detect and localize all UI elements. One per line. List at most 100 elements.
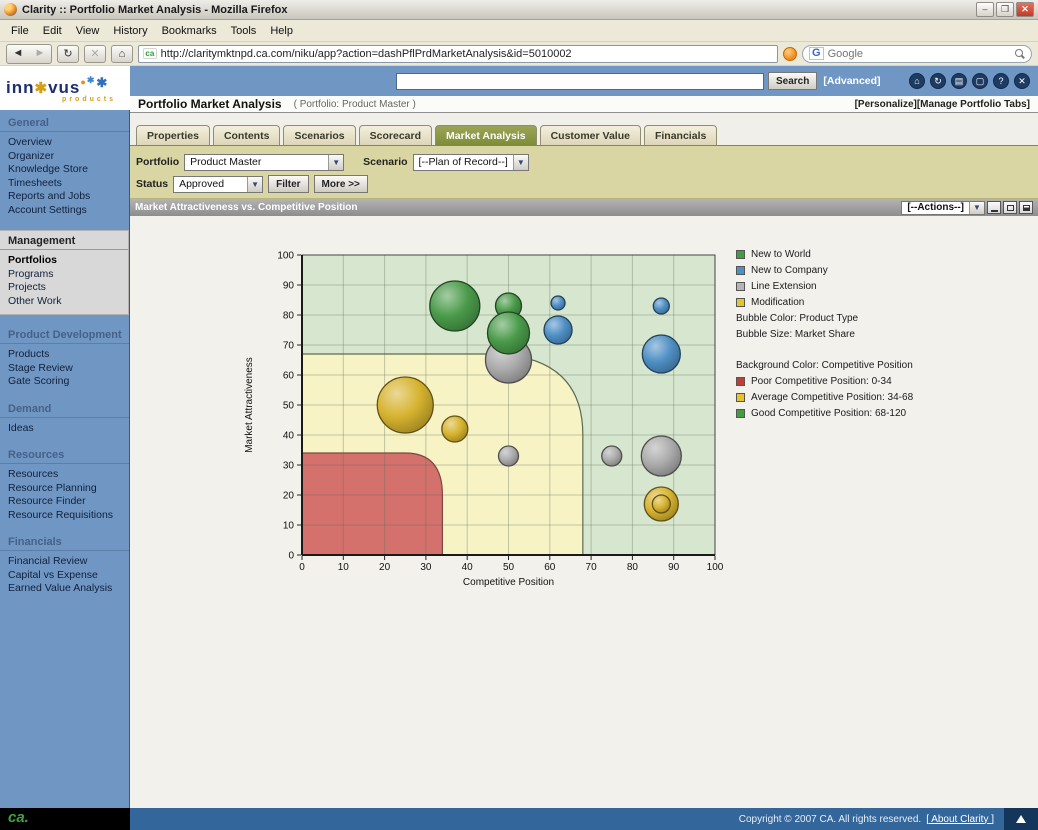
sidebar-item-portfolios[interactable]: Portfolios	[8, 254, 57, 266]
home-icon[interactable]: ⌂	[909, 73, 925, 89]
bubble-modification[interactable]	[651, 494, 671, 514]
bubble-line-extension[interactable]	[497, 445, 520, 467]
panel-minimize-button[interactable]	[987, 201, 1001, 214]
personalize-link[interactable]: [Personalize]	[854, 98, 917, 110]
sidebar-item-financial-review[interactable]: Financial Review	[8, 555, 88, 567]
search-input[interactable]	[396, 72, 764, 90]
menu-file[interactable]: File	[11, 24, 29, 37]
search-magnifier-icon[interactable]	[1015, 48, 1025, 59]
tab-scorecard[interactable]: Scorecard	[358, 125, 433, 145]
bubble-new-to-company[interactable]	[550, 295, 566, 311]
tab-customer-value[interactable]: Customer Value	[539, 125, 641, 145]
scenario-select[interactable]: [--Plan of Record--] ▼	[412, 153, 529, 171]
forward-button[interactable]: ►	[34, 46, 46, 59]
portfolio-filter-label: Portfolio	[136, 156, 180, 168]
sidebar-item-capital-vs-expense[interactable]: Capital vs Expense	[8, 568, 98, 581]
advanced-search-link[interactable]: [Advanced]	[823, 75, 881, 87]
legend-item: New to World	[736, 246, 1036, 262]
go-icon[interactable]	[783, 46, 797, 61]
document-icon[interactable]: ▤	[951, 73, 967, 89]
sidebar-item-organizer[interactable]: Organizer	[8, 149, 55, 162]
nav-toolbar: ◄ ► ↻ ✕ ⌂ ca G	[0, 42, 1038, 66]
orange-dot-icon: ●	[80, 77, 87, 87]
sidebar-item-resource-requisitions[interactable]: Resource Requisitions	[8, 508, 114, 521]
menu-bookmarks[interactable]: Bookmarks	[161, 24, 217, 37]
tab-properties[interactable]: Properties	[136, 125, 210, 145]
sidebar-section-financials: Financials Financial Review Capital vs Exp…	[0, 535, 129, 596]
page-subtitle: ( Portfolio: Product Master )	[293, 98, 416, 110]
menu-history[interactable]: History	[113, 24, 148, 37]
sidebar-section-demand: Demand Ideas	[0, 402, 129, 436]
sidebar-section-resources: Resources Resources Resource Planning Resou…	[0, 448, 129, 522]
scroll-top-button[interactable]	[1004, 808, 1038, 830]
more-button[interactable]: More >>	[313, 175, 368, 193]
y-tick-label: 90	[283, 281, 295, 292]
panel-restore-button[interactable]	[1003, 201, 1017, 214]
restore-window-button[interactable]: ❒	[996, 2, 1014, 17]
tab-scenarios[interactable]: Scenarios	[283, 125, 356, 145]
sidebar-item-programs[interactable]: Programs	[8, 267, 54, 280]
sidebar-item-stage-review[interactable]: Stage Review	[8, 361, 73, 374]
menu-edit[interactable]: Edit	[42, 24, 62, 37]
tab-contents[interactable]: Contents	[212, 125, 281, 145]
bubble-new-to-company[interactable]	[652, 297, 670, 315]
about-clarity-link[interactable]: [ About Clarity ]	[926, 813, 994, 825]
tab-market-analysis[interactable]: Market Analysis	[435, 125, 537, 145]
filter-button[interactable]: Filter	[268, 175, 309, 193]
search-button[interactable]: Search	[768, 72, 818, 90]
bubble-new-to-world[interactable]	[486, 311, 531, 355]
stop-button[interactable]: ✕	[84, 44, 106, 63]
legend-label: Line Extension	[751, 280, 817, 292]
menu-help[interactable]: Help	[270, 24, 293, 37]
bubble-new-to-world[interactable]	[429, 280, 481, 332]
sidebar-item-earned-value-analysis[interactable]: Earned Value Analysis	[8, 582, 113, 594]
sidebar-item-gate-scoring[interactable]: Gate Scoring	[8, 375, 70, 387]
url-input[interactable]	[160, 47, 773, 60]
panel-popout-button[interactable]	[1019, 201, 1033, 214]
status-select[interactable]: Approved ▼	[173, 175, 264, 193]
sidebar-section-header-general: General	[0, 116, 129, 132]
sidebar-item-reports-and-jobs[interactable]: Reports and Jobs	[8, 190, 91, 202]
footer: ca. Copyright © 2007 CA. All rights rese…	[0, 808, 1038, 830]
sidebar-item-timesheets[interactable]: Timesheets	[8, 176, 62, 189]
web-search-input[interactable]	[827, 47, 1011, 60]
help-icon[interactable]: ?	[993, 73, 1009, 89]
tab-financials[interactable]: Financials	[643, 125, 718, 145]
window-icon[interactable]: ▢	[972, 73, 988, 89]
sidebar-item-resource-planning[interactable]: Resource Planning	[8, 481, 97, 494]
x-tick-label: 70	[586, 562, 598, 573]
bubble-line-extension[interactable]	[601, 445, 623, 467]
menu-view[interactable]: View	[75, 24, 100, 37]
close-window-button[interactable]: ✕	[1016, 2, 1034, 17]
sidebar-item-other-work[interactable]: Other Work	[8, 294, 62, 307]
actions-select[interactable]: [--Actions--] ▼	[901, 200, 985, 215]
home-button[interactable]: ⌂	[111, 44, 133, 63]
sidebar-item-projects[interactable]: Projects	[8, 281, 46, 293]
refresh-icon[interactable]: ↻	[930, 73, 946, 89]
bubble-new-to-company[interactable]	[641, 334, 681, 374]
bubble-new-to-company[interactable]	[543, 315, 573, 345]
menu-tools[interactable]: Tools	[230, 24, 257, 37]
sidebar-item-knowledge-store[interactable]: Knowledge Store	[8, 163, 88, 175]
legend-note: Bubble Size: Market Share	[736, 328, 855, 340]
titlebar: Clarity :: Portfolio Market Analysis - M…	[0, 0, 1038, 20]
manage-portfolio-tabs-link[interactable]: [Manage Portfolio Tabs]	[916, 98, 1030, 110]
web-search-box[interactable]: G	[802, 44, 1032, 63]
legend-swatch-good-competitive-position-68-120	[736, 408, 745, 418]
sidebar-item-overview[interactable]: Overview	[8, 136, 52, 148]
sidebar-item-account-settings[interactable]: Account Settings	[8, 203, 87, 216]
bubble-modification[interactable]	[441, 415, 469, 443]
minimize-window-button[interactable]: –	[976, 2, 994, 17]
sidebar-item-ideas[interactable]: Ideas	[8, 421, 34, 434]
back-button[interactable]: ◄	[12, 46, 24, 59]
sidebar-item-resources[interactable]: Resources	[8, 468, 59, 480]
logout-icon[interactable]: ✕	[1014, 73, 1030, 89]
url-bar[interactable]: ca	[138, 44, 778, 63]
sidebar-item-resource-finder[interactable]: Resource Finder	[8, 495, 86, 507]
bubble-line-extension[interactable]	[640, 435, 682, 477]
reload-button[interactable]: ↻	[57, 44, 79, 63]
portfolio-select[interactable]: Product Master ▼	[184, 153, 345, 171]
sidebar-section-product-development: Product Development Products Stage Review G…	[0, 328, 129, 389]
bubble-modification[interactable]	[376, 376, 434, 434]
sidebar-item-products[interactable]: Products	[8, 348, 50, 360]
